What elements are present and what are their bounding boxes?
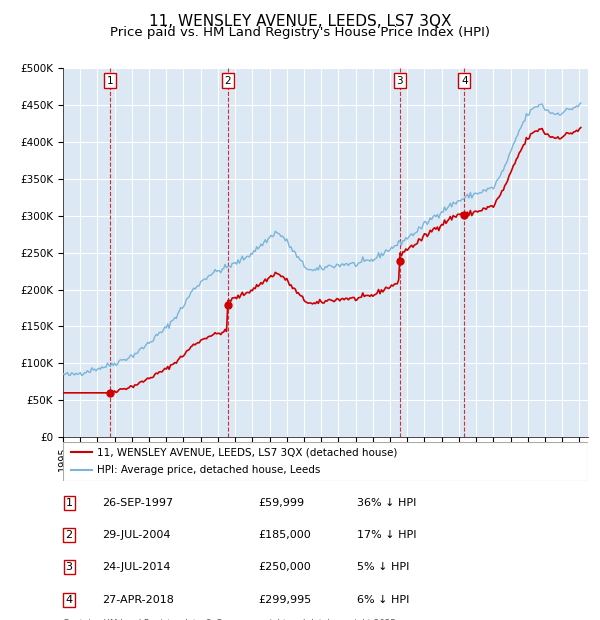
Text: £299,995: £299,995 <box>258 595 311 604</box>
Text: 11, WENSLEY AVENUE, LEEDS, LS7 3QX: 11, WENSLEY AVENUE, LEEDS, LS7 3QX <box>149 14 451 29</box>
Text: Contains HM Land Registry data © Crown copyright and database right 2025.
This d: Contains HM Land Registry data © Crown c… <box>63 619 398 620</box>
Text: 29-JUL-2004: 29-JUL-2004 <box>102 530 170 540</box>
Text: 6% ↓ HPI: 6% ↓ HPI <box>357 595 409 604</box>
Text: £59,999: £59,999 <box>258 498 304 508</box>
Text: 4: 4 <box>65 595 73 604</box>
Text: 3: 3 <box>65 562 73 572</box>
Text: Price paid vs. HM Land Registry's House Price Index (HPI): Price paid vs. HM Land Registry's House … <box>110 26 490 39</box>
Text: 2: 2 <box>224 76 231 86</box>
Text: 26-SEP-1997: 26-SEP-1997 <box>102 498 173 508</box>
Text: 1: 1 <box>65 498 73 508</box>
Text: 5% ↓ HPI: 5% ↓ HPI <box>357 562 409 572</box>
Text: HPI: Average price, detached house, Leeds: HPI: Average price, detached house, Leed… <box>97 465 320 475</box>
Text: 4: 4 <box>461 76 468 86</box>
Text: 11, WENSLEY AVENUE, LEEDS, LS7 3QX (detached house): 11, WENSLEY AVENUE, LEEDS, LS7 3QX (deta… <box>97 448 398 458</box>
Text: £185,000: £185,000 <box>258 530 311 540</box>
Text: 36% ↓ HPI: 36% ↓ HPI <box>357 498 416 508</box>
Text: 2: 2 <box>65 530 73 540</box>
Text: 24-JUL-2014: 24-JUL-2014 <box>102 562 170 572</box>
Text: 27-APR-2018: 27-APR-2018 <box>102 595 174 604</box>
Text: 1: 1 <box>107 76 113 86</box>
Text: 3: 3 <box>397 76 403 86</box>
Text: £250,000: £250,000 <box>258 562 311 572</box>
Text: 17% ↓ HPI: 17% ↓ HPI <box>357 530 416 540</box>
